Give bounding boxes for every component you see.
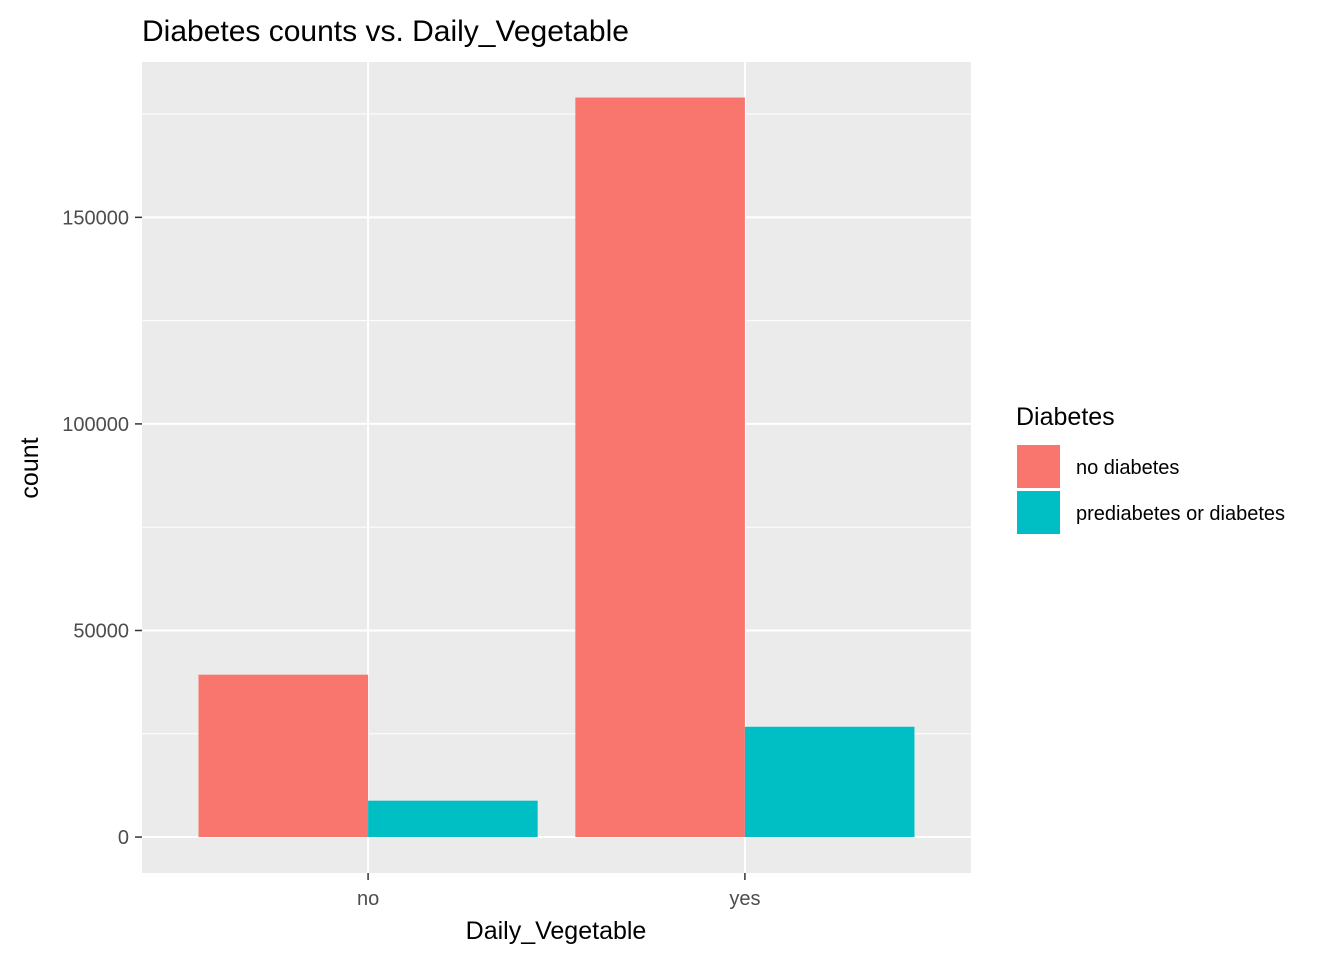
y-axis: 0 50000 100000 150000 [62,207,142,849]
bar-yes-0 [575,97,745,838]
x-axis: no yes [357,873,760,910]
y-tick-label: 100000 [62,414,129,436]
bar-no-0 [198,674,369,838]
legend-label: prediabetes or diabetes [1076,503,1285,525]
y-tick-label: 50000 [73,620,129,642]
y-tick-label: 0 [118,827,129,849]
legend-title: Diabetes [1016,403,1115,431]
x-tick-label: no [357,888,379,910]
legend-label: no diabetes [1076,457,1179,479]
legend-key [1015,489,1062,536]
bars [198,97,915,838]
chart-title: Diabetes counts vs. Daily_Vegetable [142,15,629,48]
legend-key [1015,443,1062,490]
y-axis-title: count [16,437,44,498]
x-axis-title: Daily_Vegetable [466,917,647,945]
y-tick-label: 150000 [62,207,129,229]
bar-no-1 [368,800,538,838]
bar-yes-1 [744,726,915,838]
legend: Diabetes no diabetes prediabetes or diabe… [1015,403,1285,536]
x-tick-label: yes [729,888,760,910]
